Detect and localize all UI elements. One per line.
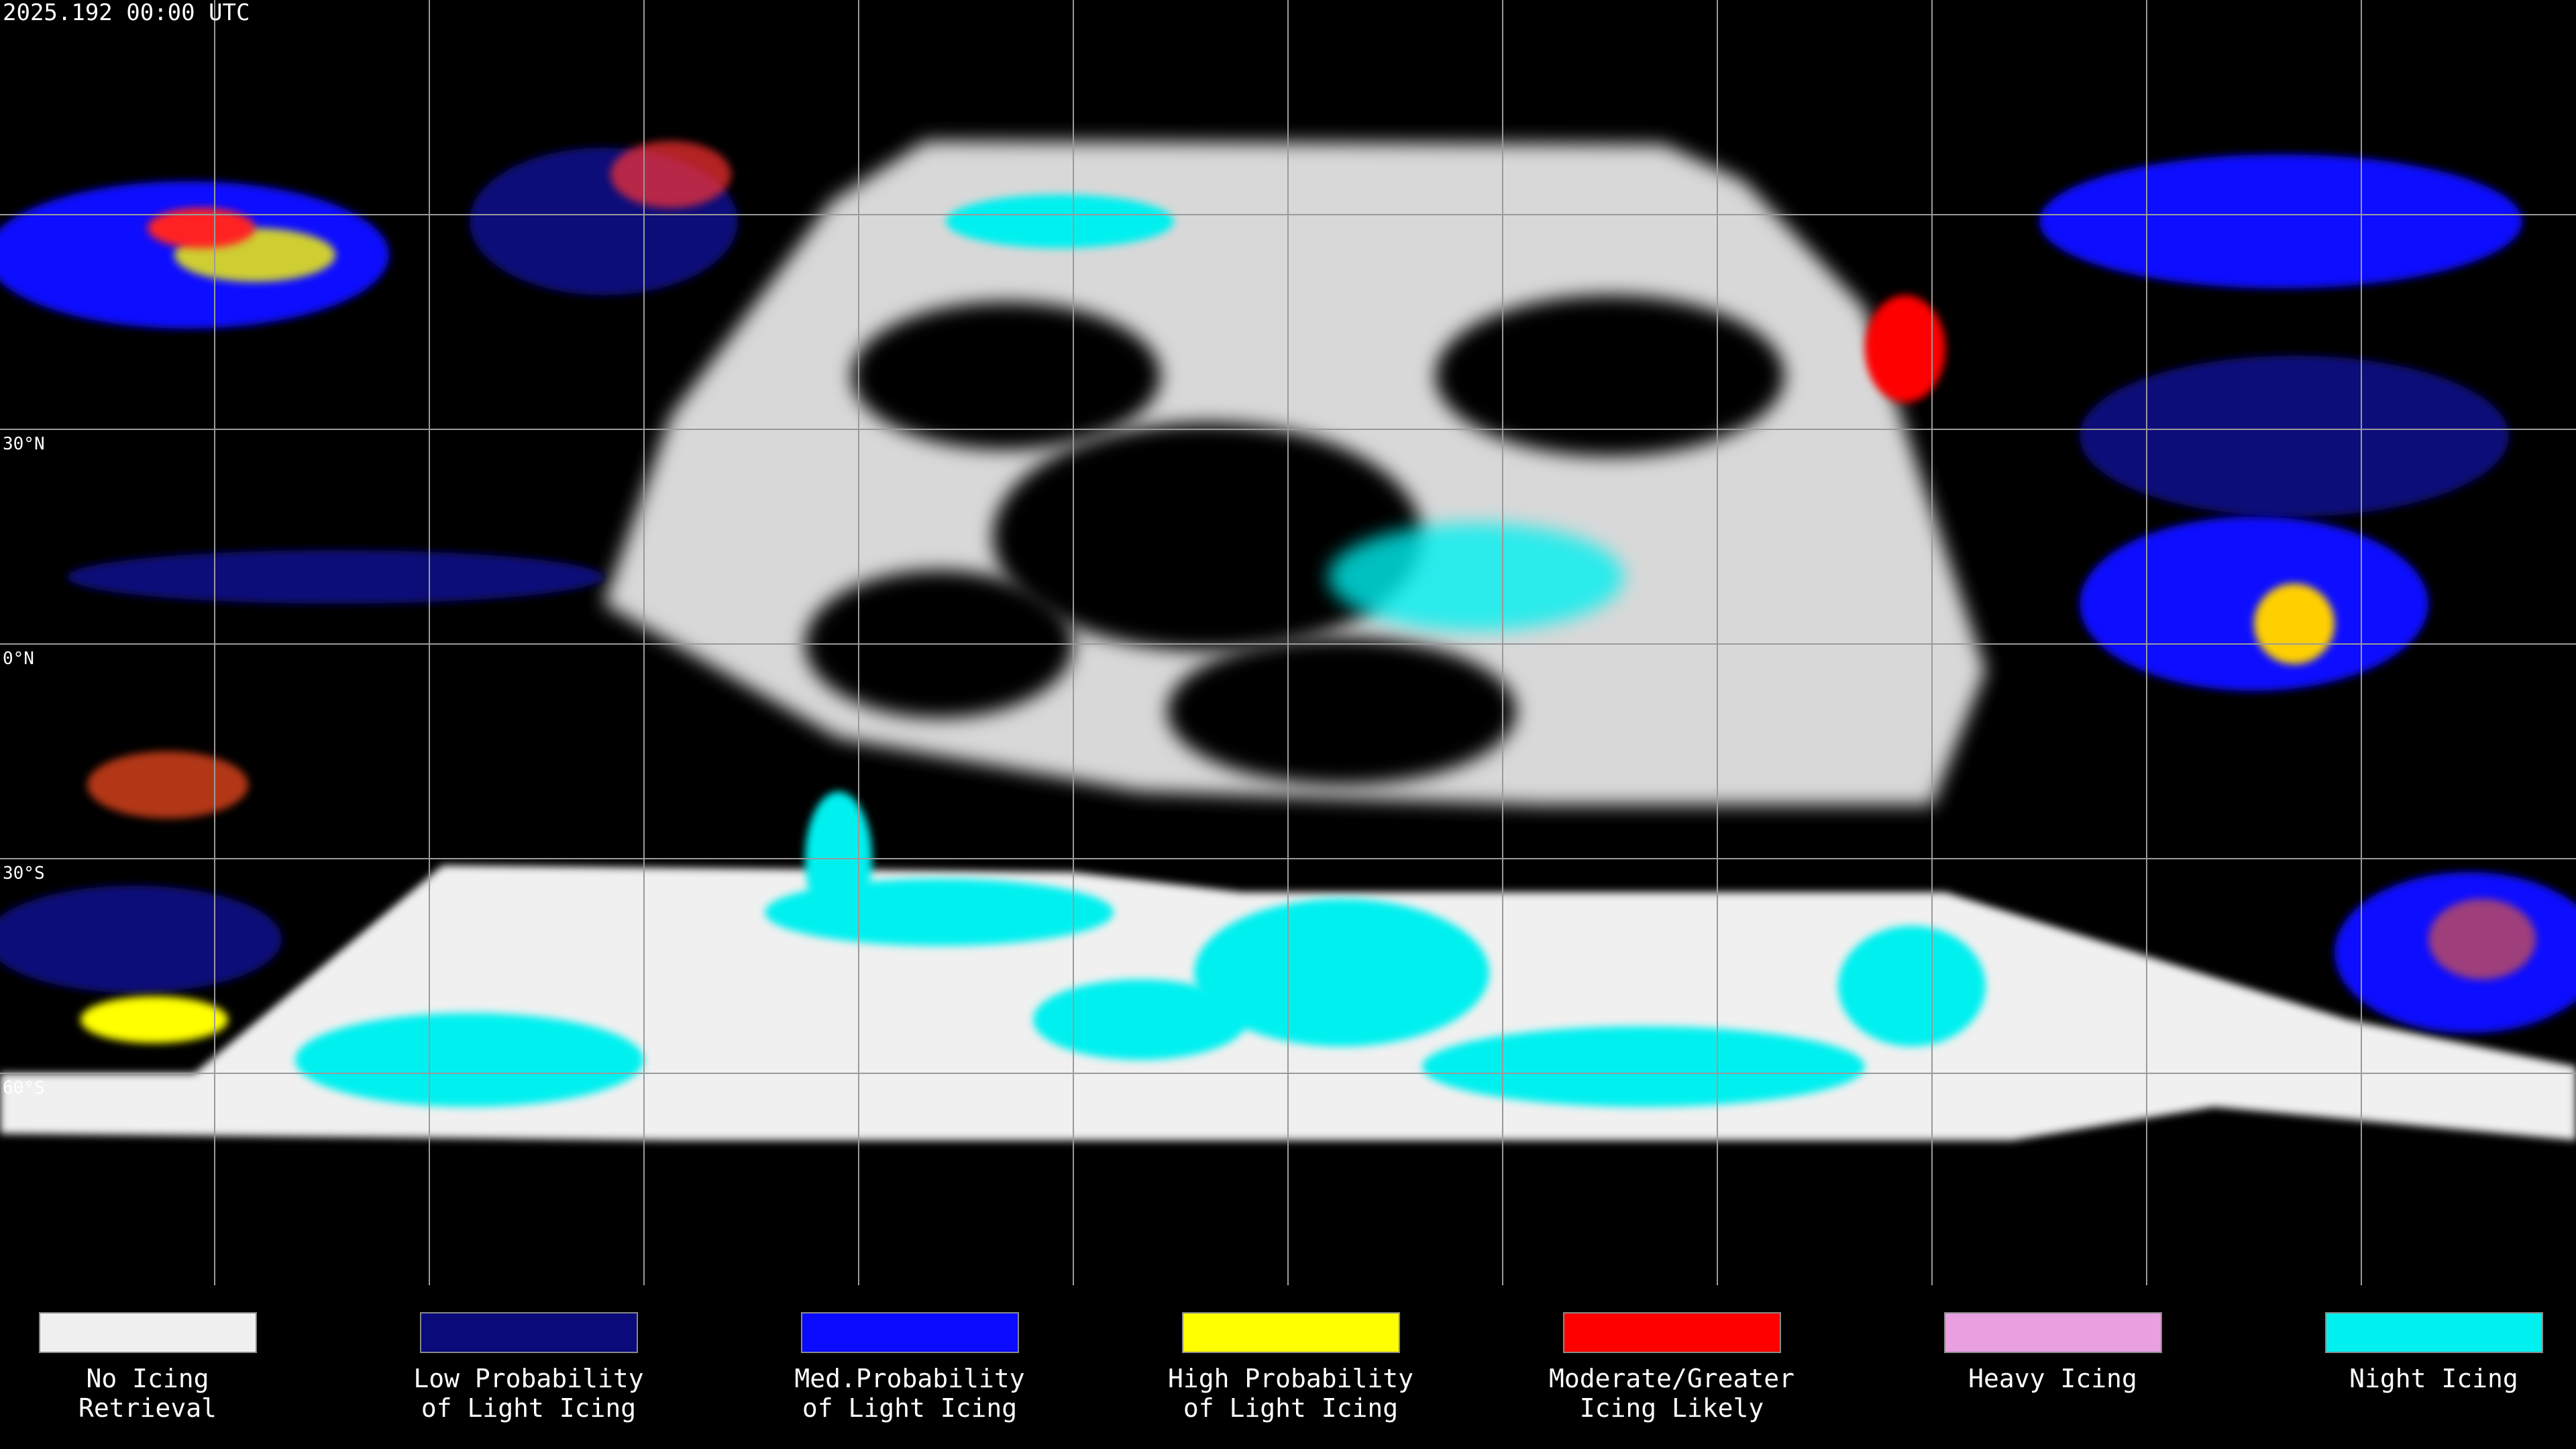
graticule bbox=[0, 0, 2576, 1285]
latitude-label: 60°S bbox=[3, 1078, 45, 1098]
latitude-label: 0°N bbox=[3, 649, 34, 669]
legend-label: Moderate/Greater bbox=[1549, 1364, 1794, 1393]
legend-label: Night Icing bbox=[2349, 1364, 2518, 1393]
latitude-label: 30°S bbox=[3, 863, 45, 883]
legend-swatch bbox=[420, 1312, 638, 1353]
legend-label: Low Probability bbox=[413, 1364, 643, 1393]
legend-label: No Icing bbox=[86, 1364, 209, 1393]
latitude-labels: 30°N 0°N 30°S 60°S bbox=[3, 434, 45, 1098]
legend-swatch bbox=[2325, 1312, 2543, 1353]
latitude-label: 30°N bbox=[3, 434, 45, 454]
legend-label: Med.Probability bbox=[794, 1364, 1024, 1393]
legend-swatch bbox=[1944, 1312, 2162, 1353]
legend-label: of Light Icing bbox=[421, 1393, 636, 1423]
legend-swatch bbox=[1182, 1312, 1400, 1353]
legend-swatch bbox=[39, 1312, 257, 1353]
legend-swatch bbox=[1563, 1312, 1781, 1353]
legend-label: Icing Likely bbox=[1580, 1393, 1764, 1423]
legend-label: of Light Icing bbox=[802, 1393, 1017, 1423]
timestamp: 2025.192 00:00 UTC bbox=[3, 0, 250, 26]
legend-label: High Probability bbox=[1168, 1364, 1413, 1393]
legend-label: Heavy Icing bbox=[1968, 1364, 2137, 1393]
legend-label: Retrieval bbox=[78, 1393, 217, 1423]
legend-label: of Light Icing bbox=[1183, 1393, 1398, 1423]
legend-swatch bbox=[801, 1312, 1019, 1353]
